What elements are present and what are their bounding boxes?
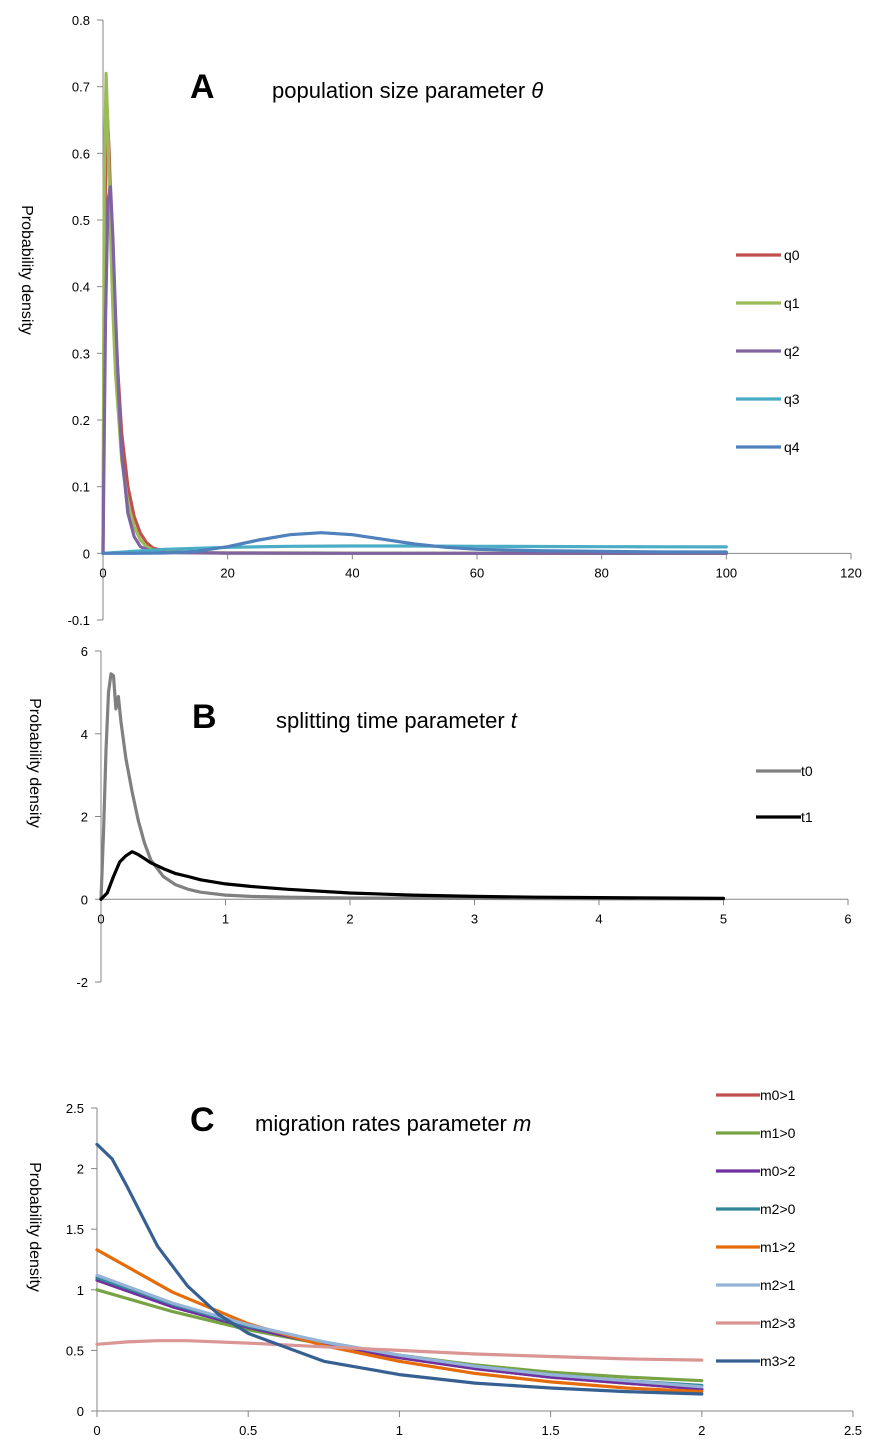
y-tick-label: 1.5 <box>66 1222 84 1237</box>
y-tick-label: 0 <box>77 1404 84 1419</box>
x-tick-label: 2 <box>346 911 353 926</box>
x-tick-label: 1 <box>222 911 229 926</box>
y-axis-label: Probability density <box>18 205 35 335</box>
series-line-m0>2 <box>95 1278 704 1391</box>
panel-letter: C <box>190 1101 215 1139</box>
panel-title: migration rates parameter m <box>255 1111 531 1136</box>
legend: m0>1 m1>0 m0>2 m2>0 m1>2 m2>1 m2>3 m3>2 <box>716 1087 796 1369</box>
x-tick-label: 2.5 <box>844 1423 862 1438</box>
series-line-t0 <box>99 672 726 901</box>
series-line-q3 <box>101 544 728 555</box>
y-tick-label: 2.5 <box>66 1101 84 1116</box>
y-tick-label: 0.1 <box>72 480 90 495</box>
series-line-q1 <box>101 71 728 555</box>
legend-label: t1 <box>801 809 813 825</box>
x-tick-label: 0 <box>99 565 106 580</box>
y-tick-label: 6 <box>81 644 88 659</box>
y-tick-label: 0.4 <box>72 280 90 295</box>
y-tick-label: 0.3 <box>72 346 90 361</box>
panel-title-text: migration rates parameter <box>255 1111 513 1136</box>
panel-letter: A <box>190 68 215 106</box>
series-line-q2 <box>101 185 728 555</box>
y-tick-label: 0 <box>83 546 90 561</box>
legend-label: q4 <box>784 439 800 455</box>
series-line-q0 <box>101 98 728 555</box>
panel-title-symbol: θ <box>531 78 543 103</box>
x-tick-label: 3 <box>471 911 478 926</box>
y-tick-label: 4 <box>81 727 88 742</box>
x-tick-label: 2 <box>698 1423 705 1438</box>
x-tick-label: 0.5 <box>239 1423 257 1438</box>
series-line-q4 <box>101 531 728 555</box>
y-axis-label: Probability density <box>26 1162 43 1292</box>
series-line-m2>1 <box>95 1273 704 1389</box>
legend-label: q2 <box>784 343 800 359</box>
legend-label: t0 <box>801 763 813 779</box>
panel-title-symbol: m <box>513 1111 531 1136</box>
y-tick-label: -2 <box>76 975 88 990</box>
series-line-m2>3 <box>95 1339 704 1362</box>
series-line-m0>1 <box>95 1278 704 1391</box>
legend-label: q1 <box>784 295 800 311</box>
y-tick-label: 2 <box>81 810 88 825</box>
panel-letter: B <box>192 698 217 736</box>
panel-title-symbol: t <box>511 708 518 733</box>
panel-title-text: population size parameter <box>272 78 531 103</box>
legend-label: m3>2 <box>760 1353 796 1369</box>
series-line-t1 <box>99 850 726 901</box>
x-tick-label: 0 <box>97 911 104 926</box>
legend-label: q3 <box>784 391 800 407</box>
x-tick-label: 5 <box>720 911 727 926</box>
y-tick-label: 2 <box>77 1162 84 1177</box>
legend-label: m0>1 <box>760 1087 796 1103</box>
x-tick-label: 4 <box>595 911 602 926</box>
x-tick-label: 0 <box>93 1423 100 1438</box>
panel-title: splitting time parameter t <box>276 708 518 733</box>
series-line-m3>2 <box>95 1142 704 1396</box>
y-tick-label: 0.8 <box>72 13 90 28</box>
panel-title: population size parameter θ <box>272 78 543 103</box>
y-tick-label: 1 <box>77 1283 84 1298</box>
y-tick-label: 0.5 <box>66 1343 84 1358</box>
y-axis-label: Probability density <box>26 698 43 828</box>
x-tick-label: 1.5 <box>542 1423 560 1438</box>
y-tick-label: 0.7 <box>72 80 90 95</box>
legend-label: q0 <box>784 247 800 263</box>
x-tick-label: 100 <box>715 565 737 580</box>
x-tick-label: 6 <box>844 911 851 926</box>
x-tick-label: 60 <box>470 565 484 580</box>
series-line-m1>2 <box>95 1248 704 1394</box>
x-tick-label: 120 <box>840 565 862 580</box>
y-tick-label: 0.6 <box>72 146 90 161</box>
legend-label: m2>3 <box>760 1315 796 1331</box>
y-tick-label: 0 <box>81 892 88 907</box>
legend: q0 q1 q2 q3 q4 <box>736 247 800 455</box>
panel-title-text: splitting time parameter <box>276 708 511 733</box>
legend-label: m1>0 <box>760 1125 796 1141</box>
panel-a: -0.1 0 0.1 0.2 0.3 0.4 0.5 0.6 0.7 0.8 0 20 40 60 80 10… <box>18 13 862 628</box>
y-tick-label: 0.2 <box>72 413 90 428</box>
series-line-m2>0 <box>95 1276 704 1388</box>
x-tick-label: 40 <box>345 565 359 580</box>
series-line-m1>0 <box>95 1288 704 1383</box>
x-tick-label: 80 <box>594 565 608 580</box>
y-tick-label: 0.5 <box>72 213 90 228</box>
legend-label: m0>2 <box>760 1163 796 1179</box>
panel-c: 0 0.5 1 1.5 2 2.5 0 0.5 1 1.5 2 2.5 Probability dens… <box>26 1087 862 1438</box>
x-tick-label: 20 <box>220 565 234 580</box>
legend-label: m2>0 <box>760 1201 796 1217</box>
x-tick-label: 1 <box>396 1423 403 1438</box>
legend-label: m2>1 <box>760 1277 796 1293</box>
y-tick-label: -0.1 <box>68 613 90 628</box>
legend-label: m1>2 <box>760 1239 796 1255</box>
legend: t0 t1 <box>756 763 813 825</box>
